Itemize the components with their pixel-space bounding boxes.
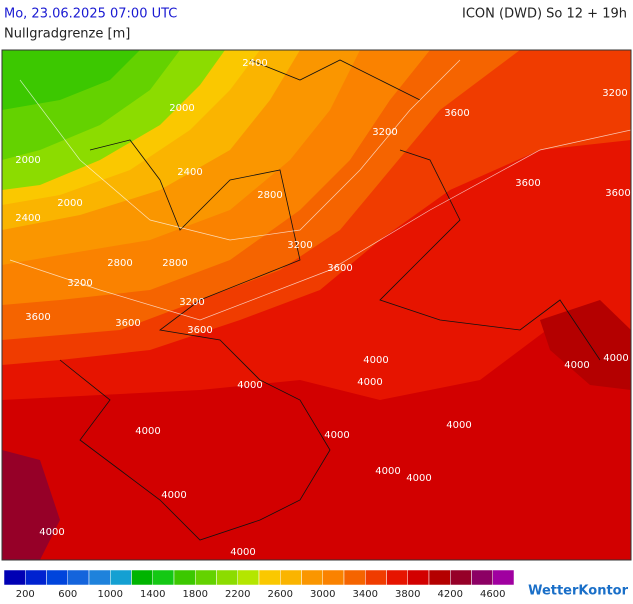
contour-label: 2400 [242,58,267,69]
contour-label: 4000 [135,426,160,437]
model-run: ICON (DWD) So 12 + 19h [462,7,627,22]
contour-label: 3600 [444,108,469,119]
scale-swatch [88,569,111,586]
scale-swatch [365,569,387,586]
contour-label: 3600 [187,325,212,336]
contour-label: 4000 [375,466,400,477]
contour-label: 2800 [162,258,187,269]
datetime: Mo, 23.06.2025 07:00 UTC [4,7,177,22]
contour-label: 3200 [287,240,312,251]
contour-label: 4000 [161,490,186,501]
contour-label: 3200 [179,297,204,308]
color-scale: 200 600 1000 1400 1800 2200 2600 3000 3400 3800 42… [3,569,515,600]
contour-label: 3600 [605,188,630,199]
scale-label: 1400 [140,589,165,600]
scale-label: 1000 [98,589,123,600]
contour-label: 3200 [602,88,627,99]
contour-label: 3600 [515,178,540,189]
scale-label: 2600 [268,589,293,600]
scale-swatch [131,569,153,586]
contour-label: 4000 [237,380,262,391]
scale-label: 4600 [480,589,505,600]
contour-label: 3200 [67,278,92,289]
contour-label: 2000 [15,155,40,166]
scale-swatch [450,569,472,586]
contour-label: 4000 [324,430,349,441]
scale-swatch [407,569,430,586]
contour-label: 2800 [257,190,282,201]
contour-label: 2400 [177,167,202,178]
contour-label: 3600 [25,312,50,323]
contour-label: 4000 [564,360,589,371]
scale-swatch [67,569,90,586]
scale-swatch [492,569,515,586]
contour-label: 3600 [115,318,140,329]
scale-swatch [173,569,196,586]
scale-swatch [25,569,47,586]
scale-swatch [386,569,408,586]
scale-swatch [258,569,281,586]
scale-label: 1800 [183,589,208,600]
contour-label: 2000 [57,198,82,209]
scale-label: 600 [58,589,77,600]
contour-label: 2800 [107,258,132,269]
scale-label: 3800 [395,589,420,600]
scale-swatch [237,569,260,586]
scale-swatch [3,569,26,586]
scale-swatch [322,569,345,586]
contour-label: 3600 [327,263,352,274]
contour-label: 3200 [372,127,397,138]
scale-swatch [343,569,366,586]
contour-label: 4000 [446,420,471,431]
contour-label: 4000 [39,527,64,538]
scale-label: 3000 [310,589,335,600]
parameter: Nullgradgrenze [m] [4,27,130,42]
scale-swatch [428,569,451,586]
scale-swatch [471,569,493,586]
scale-swatch [216,569,238,586]
contour-label: 4000 [363,355,388,366]
contour-label: 4000 [406,473,431,484]
contour-label: 2400 [15,213,40,224]
contour-label: 4000 [357,377,382,388]
scale-label: 2200 [225,589,250,600]
scale-label: 4200 [438,589,463,600]
scale-swatch [110,569,132,586]
scale-swatch [280,569,302,586]
scale-swatch [301,569,323,586]
logo: WetterKontor [528,584,629,599]
scale-label: 200 [16,589,35,600]
scale-swatch [152,569,175,586]
contour-labels: 2000 2000 2000 2400 2400 2400 2800 2800 2800 3200… [15,58,630,558]
contour-label: 2000 [169,103,194,114]
map: 2000 2000 2000 2400 2400 2400 2800 2800 2800 3200… [1,49,632,561]
scale-swatch [46,569,68,586]
contour-label: 4000 [230,547,255,558]
scale-label: 3400 [353,589,378,600]
contour-label: 4000 [603,353,628,364]
scale-swatch [195,569,217,586]
